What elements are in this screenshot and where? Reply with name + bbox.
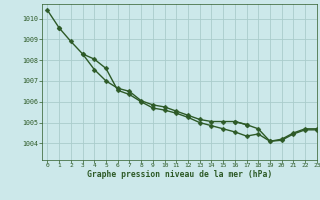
X-axis label: Graphe pression niveau de la mer (hPa): Graphe pression niveau de la mer (hPa) <box>87 170 272 179</box>
